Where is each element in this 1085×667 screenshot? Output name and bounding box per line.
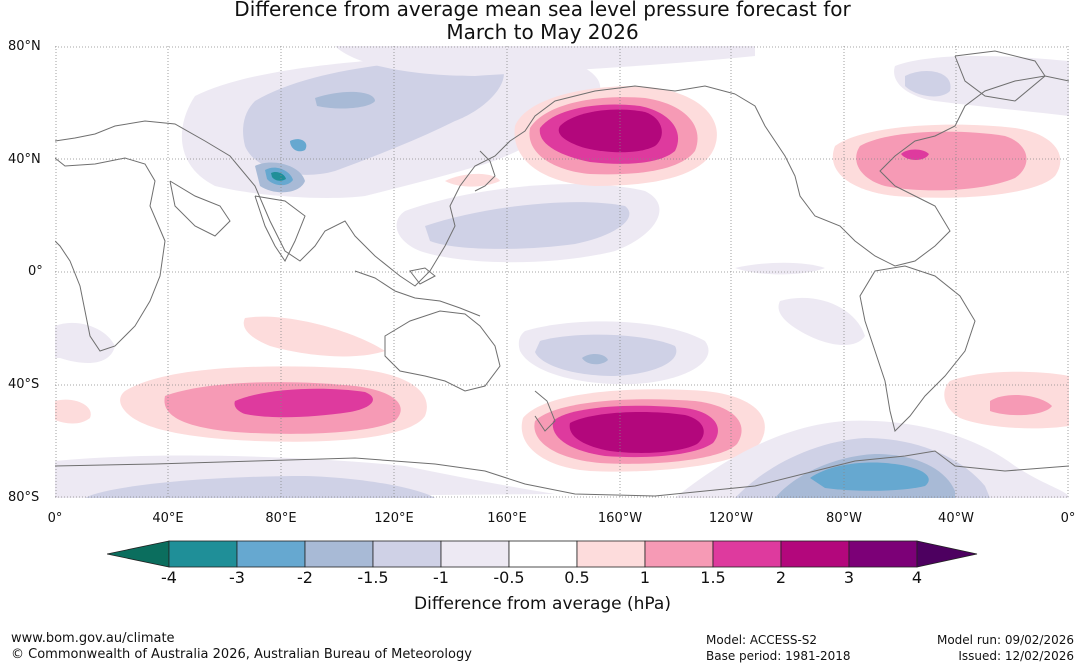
lat-label-equator: 0° [28, 264, 43, 279]
footer-url: www.bom.gov.au/climate [11, 631, 175, 646]
lon-label-360: 0° [1060, 511, 1076, 526]
lon-label-0: 0° [47, 511, 63, 526]
colorbar-tick-label: 4 [911, 568, 923, 587]
lat-label-40s: 40°S [8, 377, 40, 392]
colorbar [107, 540, 978, 568]
colorbar-cell [848, 540, 918, 568]
colorbar-tick-label: 1 [639, 568, 651, 587]
graticule [55, 46, 1069, 498]
colorbar-tick-label: 1.5 [700, 568, 726, 587]
lat-label-40n: 40°N [8, 152, 41, 167]
colorbar-cell [236, 540, 306, 568]
colorbar-tick-label: -1.5 [357, 568, 389, 587]
colorbar-cell [304, 540, 374, 568]
lon-label-40e: 40°E [152, 511, 184, 526]
lon-label-40w: 40°W [938, 511, 974, 526]
colorbar-tick-label: -0.5 [493, 568, 525, 587]
chart-title-line-2: March to May 2026 [446, 20, 639, 44]
footer-model: Model: ACCESS-S2 [706, 633, 818, 647]
chart-title-line-1: Difference from average mean sea level p… [234, 0, 851, 21]
anomaly-shading [55, 46, 1069, 498]
colorbar-cell [372, 540, 442, 568]
coastlines [55, 50, 1069, 497]
lat-label-80s: 80°S [8, 490, 40, 505]
colorbar-label: Difference from average (hPa) [414, 594, 671, 614]
colorbar-tick-label: 2 [775, 568, 787, 587]
colorbar-extend-min [107, 540, 170, 568]
lon-label-120w: 120°W [708, 511, 754, 526]
colorbar-cell [644, 540, 714, 568]
footer-model-run: Model run: 09/02/2026 [936, 633, 1074, 647]
colorbar-cell [168, 540, 238, 568]
footer-base-period: Base period: 1981-2018 [706, 649, 851, 663]
lon-label-160e: 160°E [487, 511, 527, 526]
colorbar-cell [440, 540, 510, 568]
colorbar-tick-label: 3 [843, 568, 855, 587]
colorbar-cell [508, 540, 578, 568]
lon-label-120e: 120°E [374, 511, 414, 526]
colorbar-tick-label: -3 [229, 568, 245, 587]
footer-issued: Issued: 12/02/2026 [958, 649, 1074, 663]
lon-label-80w: 80°W [826, 511, 862, 526]
colorbar-tick-label: -1 [433, 568, 449, 587]
lon-label-80e: 80°E [265, 511, 297, 526]
pressure-anomaly-map [55, 46, 1069, 498]
colorbar-extend-max [916, 540, 978, 568]
colorbar-cell [780, 540, 850, 568]
colorbar-cell [712, 540, 782, 568]
colorbar-tick-label: -2 [297, 568, 313, 587]
colorbar-tick-label: 0.5 [564, 568, 590, 587]
lon-label-160w: 160°W [597, 511, 643, 526]
colorbar-cell [576, 540, 646, 568]
footer-copyright: © Commonwealth of Australia 2026, Austra… [11, 647, 472, 662]
colorbar-tick-label: -4 [161, 568, 177, 587]
lat-label-80n: 80°N [8, 39, 41, 54]
